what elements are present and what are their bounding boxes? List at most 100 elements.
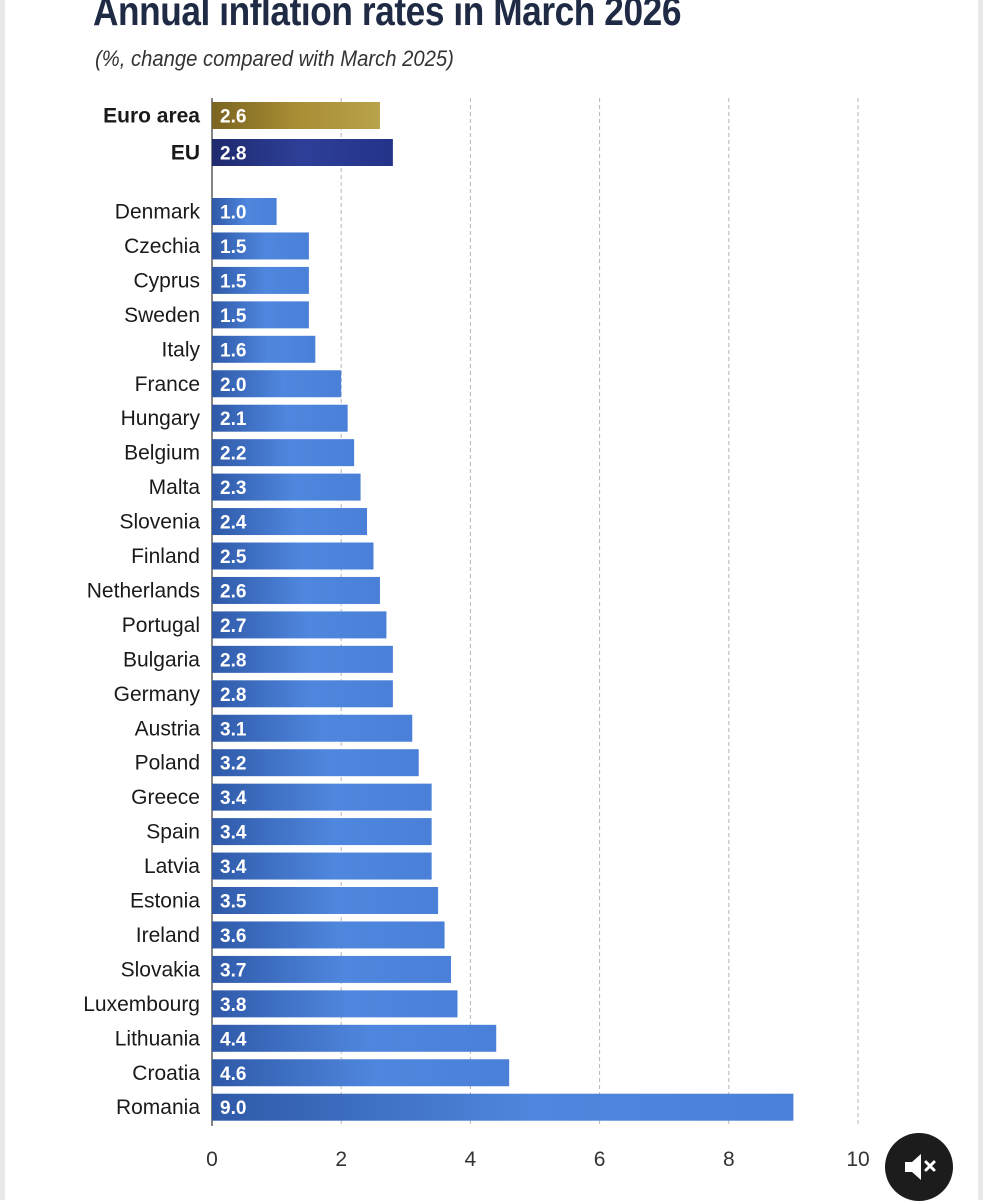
bar-value-label: 2.2	[220, 444, 246, 465]
bar-value-label: 3.8	[220, 995, 246, 1016]
bar-value-label: 2.0	[220, 375, 246, 396]
bar-eu	[212, 139, 393, 166]
x-axis: 0 2 4 6 8 10	[206, 1148, 870, 1171]
chart-subtitle: (%, change compared with March 2025)	[95, 46, 454, 71]
x-tick-label: 8	[723, 1148, 735, 1171]
category-label: France	[135, 373, 200, 396]
bar-value-label: 4.4	[220, 1029, 247, 1050]
bar-value-label: 2.6	[220, 581, 246, 602]
category-label: Slovenia	[119, 511, 200, 534]
bar-value-label: 2.3	[220, 478, 246, 499]
bar-finland	[212, 542, 374, 570]
category-label: Denmark	[115, 201, 201, 224]
category-label: Greece	[131, 786, 200, 809]
category-label: Euro area	[103, 105, 200, 128]
bar-romania	[212, 1093, 794, 1121]
mute-button[interactable]	[885, 1133, 953, 1201]
bar-value-label: 1.5	[220, 237, 247, 258]
bar-value-label: 3.2	[220, 754, 246, 775]
category-label: Bulgaria	[123, 648, 200, 671]
bar-poland	[212, 749, 419, 777]
category-label: Austria	[135, 717, 201, 740]
bar-value-label: 2.6	[220, 107, 246, 128]
category-label: Hungary	[121, 407, 201, 430]
bar-belgium	[212, 439, 355, 467]
bar-value-label: 2.8	[220, 144, 246, 165]
category-label: Italy	[161, 338, 200, 361]
bar-malta	[212, 473, 361, 501]
bar-value-label: 2.5	[220, 547, 247, 568]
category-label: Malta	[149, 476, 201, 499]
bar-slovakia	[212, 955, 452, 983]
bar-value-label: 1.5	[220, 271, 247, 292]
bar-netherlands	[212, 576, 380, 604]
bar-value-label: 3.4	[220, 823, 247, 844]
bar-value-label: 3.1	[220, 719, 247, 740]
bar-value-label: 2.4	[220, 513, 247, 534]
category-label: Poland	[135, 752, 200, 775]
bar-value-label: 3.4	[220, 788, 247, 809]
bar-czechia	[212, 232, 309, 260]
bar-ireland	[212, 921, 445, 949]
x-tick-label: 6	[594, 1148, 606, 1171]
bar-spain	[212, 818, 432, 846]
category-label: Romania	[116, 1096, 200, 1119]
bar-value-label: 3.4	[220, 857, 247, 878]
bar-value-label: 3.6	[220, 926, 246, 947]
x-tick-label: 2	[335, 1148, 347, 1171]
bar-hungary	[212, 404, 348, 432]
category-label: Sweden	[124, 304, 200, 327]
bar-value-label: 1.5	[220, 306, 247, 327]
bar-value-label: 3.7	[220, 960, 246, 981]
bar-slovenia	[212, 508, 368, 536]
category-label: Slovakia	[121, 958, 201, 981]
bar-italy	[212, 335, 316, 363]
category-label: Cyprus	[133, 269, 200, 292]
category-label: Luxembourg	[83, 993, 200, 1016]
bar-latvia	[212, 852, 432, 880]
bars: 2.6 2.8 1.0 1.5 1.5 1.5 1.6 2.0 2.1 2.2 2.3 2.4 2.5 2…	[212, 102, 794, 1121]
bar-value-label: 9.0	[220, 1098, 246, 1119]
category-label: Czechia	[124, 235, 200, 258]
chart-title: Annual inflation rates in March 2026	[93, 0, 682, 34]
bar-croatia	[212, 1059, 510, 1087]
right-frame-border	[978, 0, 983, 1200]
bar-luxembourg	[212, 990, 458, 1018]
category-label: Germany	[114, 683, 201, 706]
bar-value-label: 2.1	[220, 409, 247, 430]
bar-value-label: 2.8	[220, 685, 246, 706]
category-label: Portugal	[122, 614, 200, 637]
bar-cyprus	[212, 266, 309, 294]
category-label: Ireland	[136, 924, 200, 947]
bar-france	[212, 370, 342, 398]
speaker-muted-icon	[905, 1154, 936, 1180]
bar-germany	[212, 680, 393, 708]
bar-value-label: 1.6	[220, 340, 246, 361]
bar-bulgaria	[212, 645, 393, 673]
x-tick-label: 10	[846, 1148, 869, 1171]
category-label: Spain	[146, 821, 200, 844]
category-label: Croatia	[132, 1062, 200, 1085]
category-label: EU	[171, 142, 200, 165]
bar-value-label: 2.8	[220, 650, 246, 671]
x-tick-label: 4	[465, 1148, 477, 1171]
bar-portugal	[212, 611, 387, 639]
category-labels: Euro area EU Denmark Czechia Cyprus Sweden Ita…	[83, 105, 200, 1120]
bar-austria	[212, 714, 413, 742]
bar-euro-area	[212, 102, 380, 129]
category-label: Finland	[131, 545, 200, 568]
category-label: Netherlands	[87, 579, 200, 602]
bar-lithuania	[212, 1024, 497, 1052]
category-label: Latvia	[144, 855, 200, 878]
left-frame-border	[0, 0, 5, 1200]
category-label: Lithuania	[115, 1027, 201, 1050]
category-label: Estonia	[130, 890, 200, 913]
category-label: Belgium	[124, 442, 200, 465]
bar-estonia	[212, 887, 439, 914]
gridlines	[211, 98, 859, 1126]
bar-greece	[212, 783, 432, 811]
bar-value-label: 1.0	[220, 203, 246, 224]
x-tick-label: 0	[206, 1148, 218, 1171]
bar-sweden	[212, 301, 309, 329]
